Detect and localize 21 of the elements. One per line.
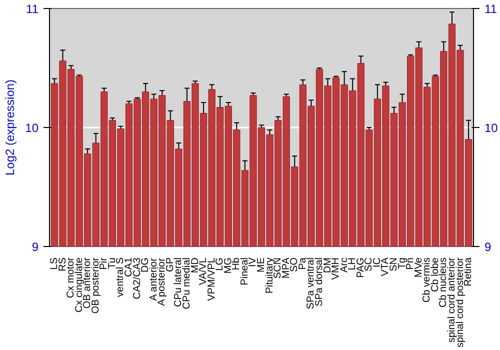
x-tick-label: SPa dorsal: [314, 257, 325, 306]
y-tick-label: 10: [25, 121, 39, 135]
x-tick-label: Retina: [463, 257, 474, 286]
x-tick-label: Tg: [396, 258, 408, 270]
x-tick-label: OB posterior: [90, 256, 102, 314]
x-tick-label: spinal cord anterior: [446, 256, 458, 343]
y2-tick-label: 10: [484, 121, 498, 135]
x-tick-label: CA1: [124, 257, 134, 277]
x-tick-label: SN: [388, 257, 400, 272]
y2-tick-label: 9: [484, 240, 492, 254]
x-tick-label: A posterior: [156, 257, 168, 306]
y-axis-title: Log2 (expression): [3, 79, 18, 176]
x-tick-label: CPu medial: [181, 257, 192, 310]
y-tick-label: 9: [32, 240, 39, 254]
x-tick-label: spinal cord posterior: [454, 256, 466, 348]
y2-tick-label: 11: [484, 2, 498, 16]
x-tick-label: RS: [57, 257, 68, 272]
x-tick-label: LS: [48, 257, 60, 270]
y-tick-label: 11: [26, 2, 39, 16]
x-tick-label: Pituitary: [264, 258, 276, 294]
x-tick-label: ME: [256, 257, 267, 272]
